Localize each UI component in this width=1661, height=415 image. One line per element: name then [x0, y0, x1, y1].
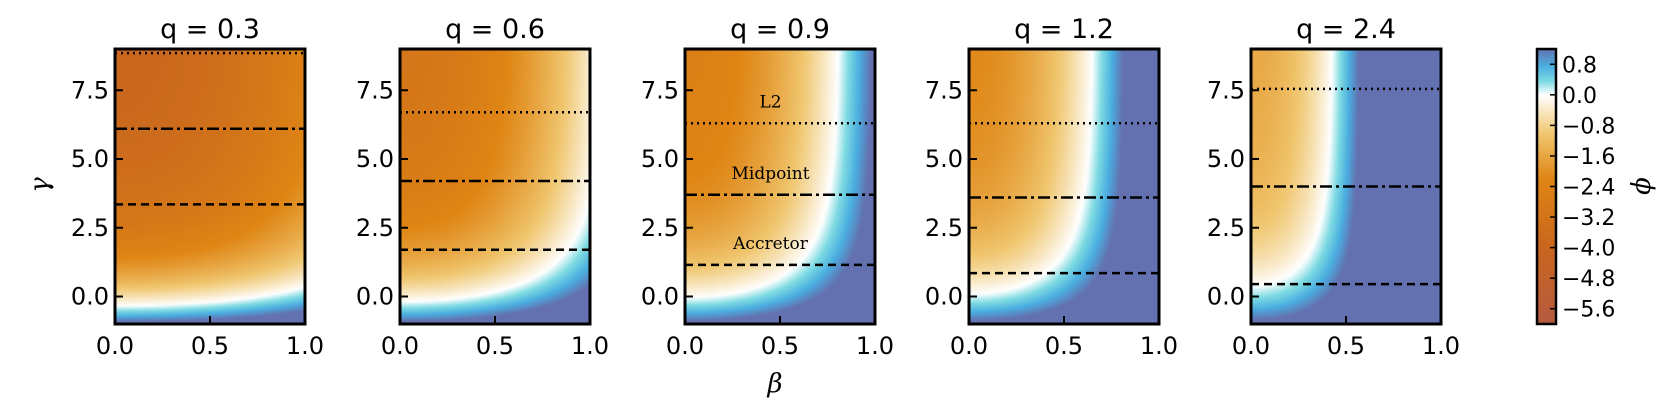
y-tick-label: 2.5 [1207, 214, 1245, 242]
x-tick-label: 1.0 [286, 332, 324, 360]
colorbar-tick-label: 0.0 [1562, 84, 1597, 109]
y-tick-label: 5.0 [71, 145, 109, 173]
x-tick-label: 0.5 [191, 332, 229, 360]
y-axis-label: γ [25, 177, 55, 193]
x-tick-label: 0.0 [950, 332, 988, 360]
y-tick-label: 0.0 [356, 283, 394, 311]
x-tick-label: 0.0 [666, 332, 704, 360]
y-tick-label: 7.5 [925, 76, 963, 104]
y-tick-label: 0.0 [71, 283, 109, 311]
y-tick-label: 5.0 [641, 145, 679, 173]
heatmap-3 [685, 49, 875, 324]
colorbar-gradient [1537, 49, 1556, 324]
x-tick-label: 1.0 [1422, 332, 1460, 360]
colorbar-tick-label: −3.2 [1562, 206, 1615, 231]
colorbar-tick-label: −4.0 [1562, 237, 1615, 262]
region-label: L2 [759, 92, 781, 112]
y-tick-label: 0.0 [641, 283, 679, 311]
colorbar-tick-label: −4.8 [1562, 267, 1615, 292]
y-tick-label: 5.0 [1207, 145, 1245, 173]
panel-title: q = 0.9 [730, 14, 830, 45]
colorbar-label: ϕ [1627, 177, 1657, 195]
y-tick-label: 5.0 [925, 145, 963, 173]
y-tick-label: 7.5 [356, 76, 394, 104]
colorbar: 0.8 0.0 −0.8 −1.6 −2.4 −3.2 −4.0 −4.8 −5.6 ϕ [1535, 47, 1657, 326]
panels-group: 0.0 0.5 1.00.02.55.07.5q = 0.30.0 0.5 1.00.0… [71, 14, 1460, 360]
x-tick-label: 1.0 [571, 332, 609, 360]
y-tick-label: 2.5 [356, 214, 394, 242]
x-axis-label: β [766, 369, 782, 399]
y-tick-label: 2.5 [641, 214, 679, 242]
colorbar-tick-label: −1.6 [1562, 145, 1615, 170]
panel-title: q = 1.2 [1014, 14, 1114, 45]
colorbar-tick-label: −2.4 [1562, 176, 1615, 201]
x-tick-label: 0.0 [96, 332, 134, 360]
colorbar-tick-label: −5.6 [1562, 298, 1615, 323]
region-label: Midpoint [731, 164, 809, 184]
heatmap-2 [400, 49, 590, 324]
panel-5: 0.0 0.5 1.0 0.0 2.5 5.0 7.5 q = 2.4 [1207, 14, 1460, 360]
panel-title: q = 0.3 [160, 14, 260, 45]
panel-title: q = 2.4 [1296, 14, 1396, 45]
x-tick-label: 0.5 [476, 332, 514, 360]
x-tick-label: 0.5 [761, 332, 799, 360]
colorbar-tick-label: −0.8 [1562, 114, 1615, 139]
panel-4: 0.0 0.5 1.0 0.0 2.5 5.0 7.5 q = 1.2 [925, 14, 1178, 360]
y-tick-label: 7.5 [641, 76, 679, 104]
panel-3: L2 Midpoint Accretor 0.0 0.5 1.0 0.0 2.5 5.0 7.5 q… [641, 14, 894, 360]
y-tick-label: 7.5 [71, 76, 109, 104]
colorbar-tick-label: 0.8 [1562, 53, 1597, 78]
x-tick-label: 0.0 [1232, 332, 1270, 360]
region-label: Accretor [732, 234, 809, 254]
panel-title: q = 0.6 [445, 14, 545, 45]
x-tick-label: 1.0 [1140, 332, 1178, 360]
y-tick-label: 5.0 [356, 145, 394, 173]
y-tick-label: 7.5 [1207, 76, 1245, 104]
y-tick-label: 0.0 [1207, 283, 1245, 311]
y-tick-label: 2.5 [925, 214, 963, 242]
heatmap-4 [969, 49, 1159, 324]
y-tick-label: 2.5 [71, 214, 109, 242]
x-tick-label: 1.0 [856, 332, 894, 360]
y-tick-label: 0.0 [925, 283, 963, 311]
x-tick-label: 0.5 [1045, 332, 1083, 360]
panel-2: 0.0 0.5 1.0 0.0 2.5 5.0 7.5 q = 0.6 [356, 14, 609, 360]
x-tick-label: 0.0 [381, 332, 419, 360]
heatmap-1 [115, 49, 305, 324]
x-tick-label: 0.5 [1327, 332, 1365, 360]
panel-1: 0.0 0.5 1.0 0.0 2.5 5.0 7.5 q = 0.3 [71, 14, 324, 360]
